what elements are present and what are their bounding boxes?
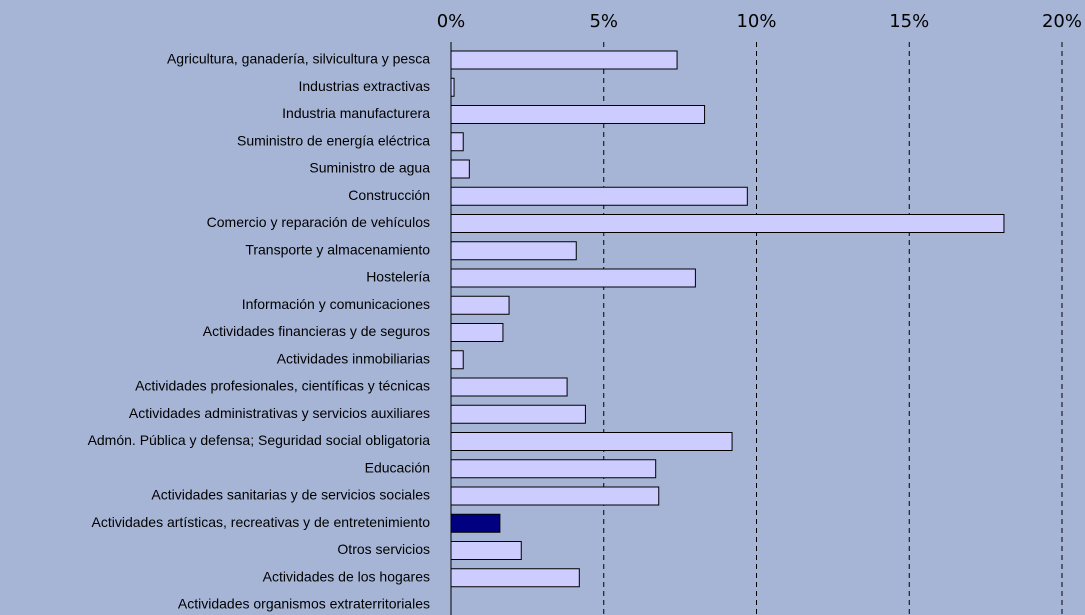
bar xyxy=(450,459,657,479)
bar xyxy=(450,159,470,179)
category-label: Otros servicios xyxy=(337,541,430,557)
x-tick-label: 15% xyxy=(889,11,929,32)
category-label: Suministro de agua xyxy=(309,160,430,176)
category-label: Actividades sanitarias y de servicios so… xyxy=(151,487,430,503)
category-label: Construcción xyxy=(348,187,430,203)
bar xyxy=(450,541,522,560)
bar xyxy=(450,105,706,124)
bar xyxy=(450,377,568,397)
category-label: Hostelería xyxy=(366,269,430,285)
bar xyxy=(450,432,733,451)
category-label: Admón. Pública y defensa; Seguridad soci… xyxy=(88,432,431,448)
bar xyxy=(450,295,510,315)
bar xyxy=(450,486,660,506)
category-label: Actividades financieras y de seguros xyxy=(203,323,430,339)
category-label: Actividades administrativas y servicios … xyxy=(129,405,430,421)
category-label: Actividades profesionales, científicas y… xyxy=(135,378,430,394)
category-label: Comercio y reparación de vehículos xyxy=(207,214,430,230)
category-label: Actividades de los hogares xyxy=(263,568,430,584)
bar xyxy=(450,186,748,206)
bar xyxy=(450,132,464,152)
category-label: Actividades inmobiliarias xyxy=(277,350,430,366)
x-tick-label: 20% xyxy=(1042,11,1082,32)
bar xyxy=(450,350,464,370)
bar xyxy=(450,241,577,261)
category-label: Transporte y almacenamiento xyxy=(245,241,430,257)
bar xyxy=(450,268,696,288)
category-label: Agricultura, ganadería, silvicultura y p… xyxy=(167,51,430,67)
category-label: Actividades organismos extraterritoriale… xyxy=(178,596,430,612)
category-label: Suministro de energía eléctrica xyxy=(237,132,430,148)
x-tick-label: 10% xyxy=(736,11,776,32)
x-tick-label: 0% xyxy=(437,11,466,32)
category-label: Industria manufacturera xyxy=(282,105,430,121)
bar xyxy=(450,568,580,588)
bar xyxy=(450,50,678,70)
bar xyxy=(450,77,455,97)
category-label: Información y comunicaciones xyxy=(242,296,430,312)
bar xyxy=(450,404,586,424)
bar xyxy=(450,214,1005,233)
bar xyxy=(450,513,501,533)
x-tick-label: 5% xyxy=(589,11,618,32)
bar xyxy=(450,323,504,342)
category-label: Educación xyxy=(365,459,430,475)
category-label: Actividades artísticas, recreativas y de… xyxy=(92,514,431,530)
category-label: Industrias extractivas xyxy=(299,78,431,94)
